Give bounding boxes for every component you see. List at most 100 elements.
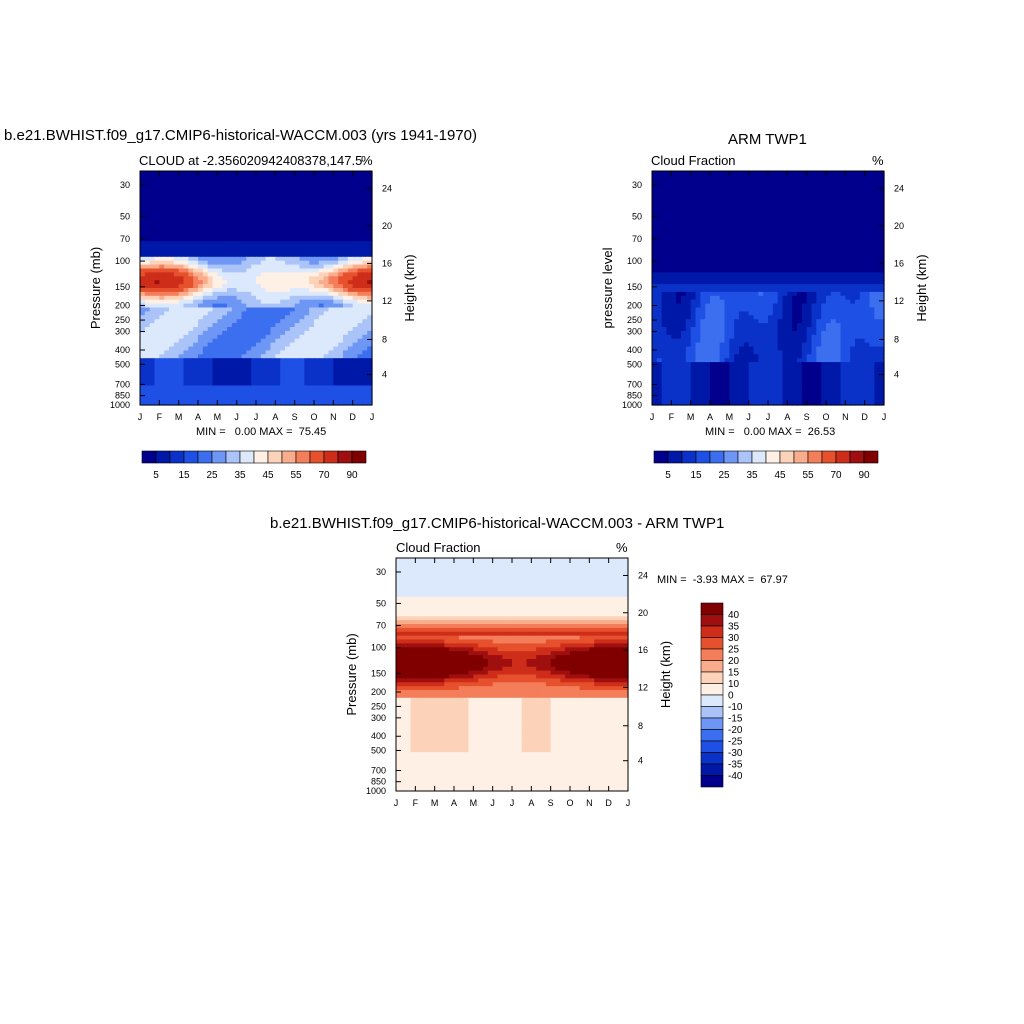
heatmap-cell: [835, 217, 842, 223]
heatmap-cell: [236, 346, 243, 351]
heatmap-cell: [314, 393, 320, 398]
heatmap-cell: [246, 330, 252, 336]
heatmap-cell: [256, 252, 262, 258]
heatmap-cells: [652, 171, 885, 406]
heatmap-cell: [289, 393, 296, 398]
heatmap-cell: [144, 358, 151, 363]
heatmap-cell: [270, 327, 276, 332]
heatmap-cell: [333, 206, 339, 211]
heatmap-cell: [739, 260, 745, 266]
heatmap-cell: [198, 276, 204, 281]
heatmap-cell: [806, 256, 813, 262]
heatmap-cell: [193, 307, 199, 312]
heatmap-cell: [241, 350, 247, 355]
heatmap-cell: [840, 249, 846, 254]
heatmap-cell: [690, 221, 697, 227]
heatmap-cell: [231, 330, 238, 336]
heatmap-cell: [299, 190, 305, 195]
heatmap-cell: [362, 194, 368, 199]
heatmap-cell: [202, 190, 209, 195]
heatmap-cell: [859, 303, 866, 309]
heatmap-cell: [314, 241, 320, 246]
heatmap-cell: [671, 221, 677, 227]
heatmap-cell: [826, 229, 832, 234]
heatmap-cell: [318, 327, 325, 332]
heatmap-cell: [222, 401, 228, 406]
heatmap-cell: [299, 241, 305, 246]
heatmap-cell: [314, 217, 320, 223]
heatmap-cell: [149, 284, 156, 289]
heatmap-cell: [294, 323, 301, 328]
heatmap-cell: [782, 330, 788, 336]
heatmap-cell: [285, 334, 291, 340]
heatmap-cell: [188, 295, 194, 301]
heatmap-cell: [826, 268, 832, 273]
heatmap-cell: [729, 276, 735, 281]
heatmap-cell: [309, 190, 315, 195]
heatmap-cell: [362, 342, 368, 348]
heatmap-cell: [289, 362, 296, 367]
heatmap-cell: [855, 276, 861, 281]
heatmap-cell: [260, 252, 267, 258]
heatmap-cell: [333, 299, 339, 305]
heatmap-cell: [830, 291, 837, 297]
heatmap-cell: [236, 213, 243, 219]
heatmap-cell: [304, 311, 310, 316]
heatmap-cell: [666, 245, 672, 250]
heatmap-cell: [734, 249, 740, 254]
heatmap-cell: [367, 171, 373, 176]
heatmap-cell: [198, 354, 204, 359]
heatmap-cell: [198, 299, 204, 305]
heatmap-cell: [681, 303, 687, 309]
heatmap-cell: [217, 245, 223, 250]
heatmap-cell: [685, 245, 692, 250]
heatmap-cell: [826, 210, 832, 215]
heatmap-cell: [362, 393, 368, 398]
heatmap-cell: [217, 334, 223, 340]
heatmap-cell: [314, 366, 320, 371]
heatmap-cell: [275, 174, 281, 180]
heatmap-cell: [357, 225, 363, 231]
heatmap-cell: [753, 233, 759, 238]
heatmap-cell: [801, 319, 808, 324]
heatmap-cell: [690, 186, 697, 192]
heatmap-cell: [241, 221, 247, 227]
heatmap-cell: [792, 210, 798, 215]
heatmap-cell: [850, 272, 856, 277]
heatmap-cell: [835, 319, 842, 324]
heatmap-cell: [212, 264, 218, 270]
heatmap-cell: [826, 190, 832, 195]
heatmap-cell: [357, 350, 363, 355]
heatmap-cell: [797, 217, 803, 223]
heatmap-cell: [714, 237, 721, 242]
heatmap-cell: [193, 291, 199, 297]
heatmap-cell: [850, 237, 856, 242]
heatmap-cell: [821, 221, 827, 227]
heatmap-cell: [275, 303, 281, 309]
heatmap-cell: [777, 264, 784, 270]
heatmap-cell: [270, 385, 276, 390]
heatmap-cell: [768, 276, 774, 281]
heatmap-cell: [314, 350, 320, 355]
heatmap-cell: [323, 229, 330, 234]
heatmap-cell: [260, 182, 267, 188]
heatmap-cell: [782, 252, 788, 258]
heatmap-cell: [217, 389, 223, 394]
heatmap-cell: [212, 330, 218, 336]
heatmap-cell: [299, 366, 305, 371]
heatmap-cell: [816, 217, 822, 223]
heatmap-cell: [188, 350, 194, 355]
heatmap-cell: [830, 256, 837, 262]
heatmap-cell: [275, 334, 281, 340]
heatmap-cell: [874, 311, 880, 316]
heatmap-cell: [193, 225, 199, 231]
heatmap-cell: [318, 272, 325, 277]
heatmap-cell: [763, 264, 769, 270]
heatmap-cell: [357, 369, 363, 375]
heatmap-cell: [835, 210, 842, 215]
heatmap-cell: [367, 229, 373, 234]
heatmap-cell: [285, 397, 291, 402]
heatmap-cell: [840, 198, 846, 203]
heatmap-cell: [874, 171, 880, 176]
colorbar-swatch: [169, 450, 185, 464]
